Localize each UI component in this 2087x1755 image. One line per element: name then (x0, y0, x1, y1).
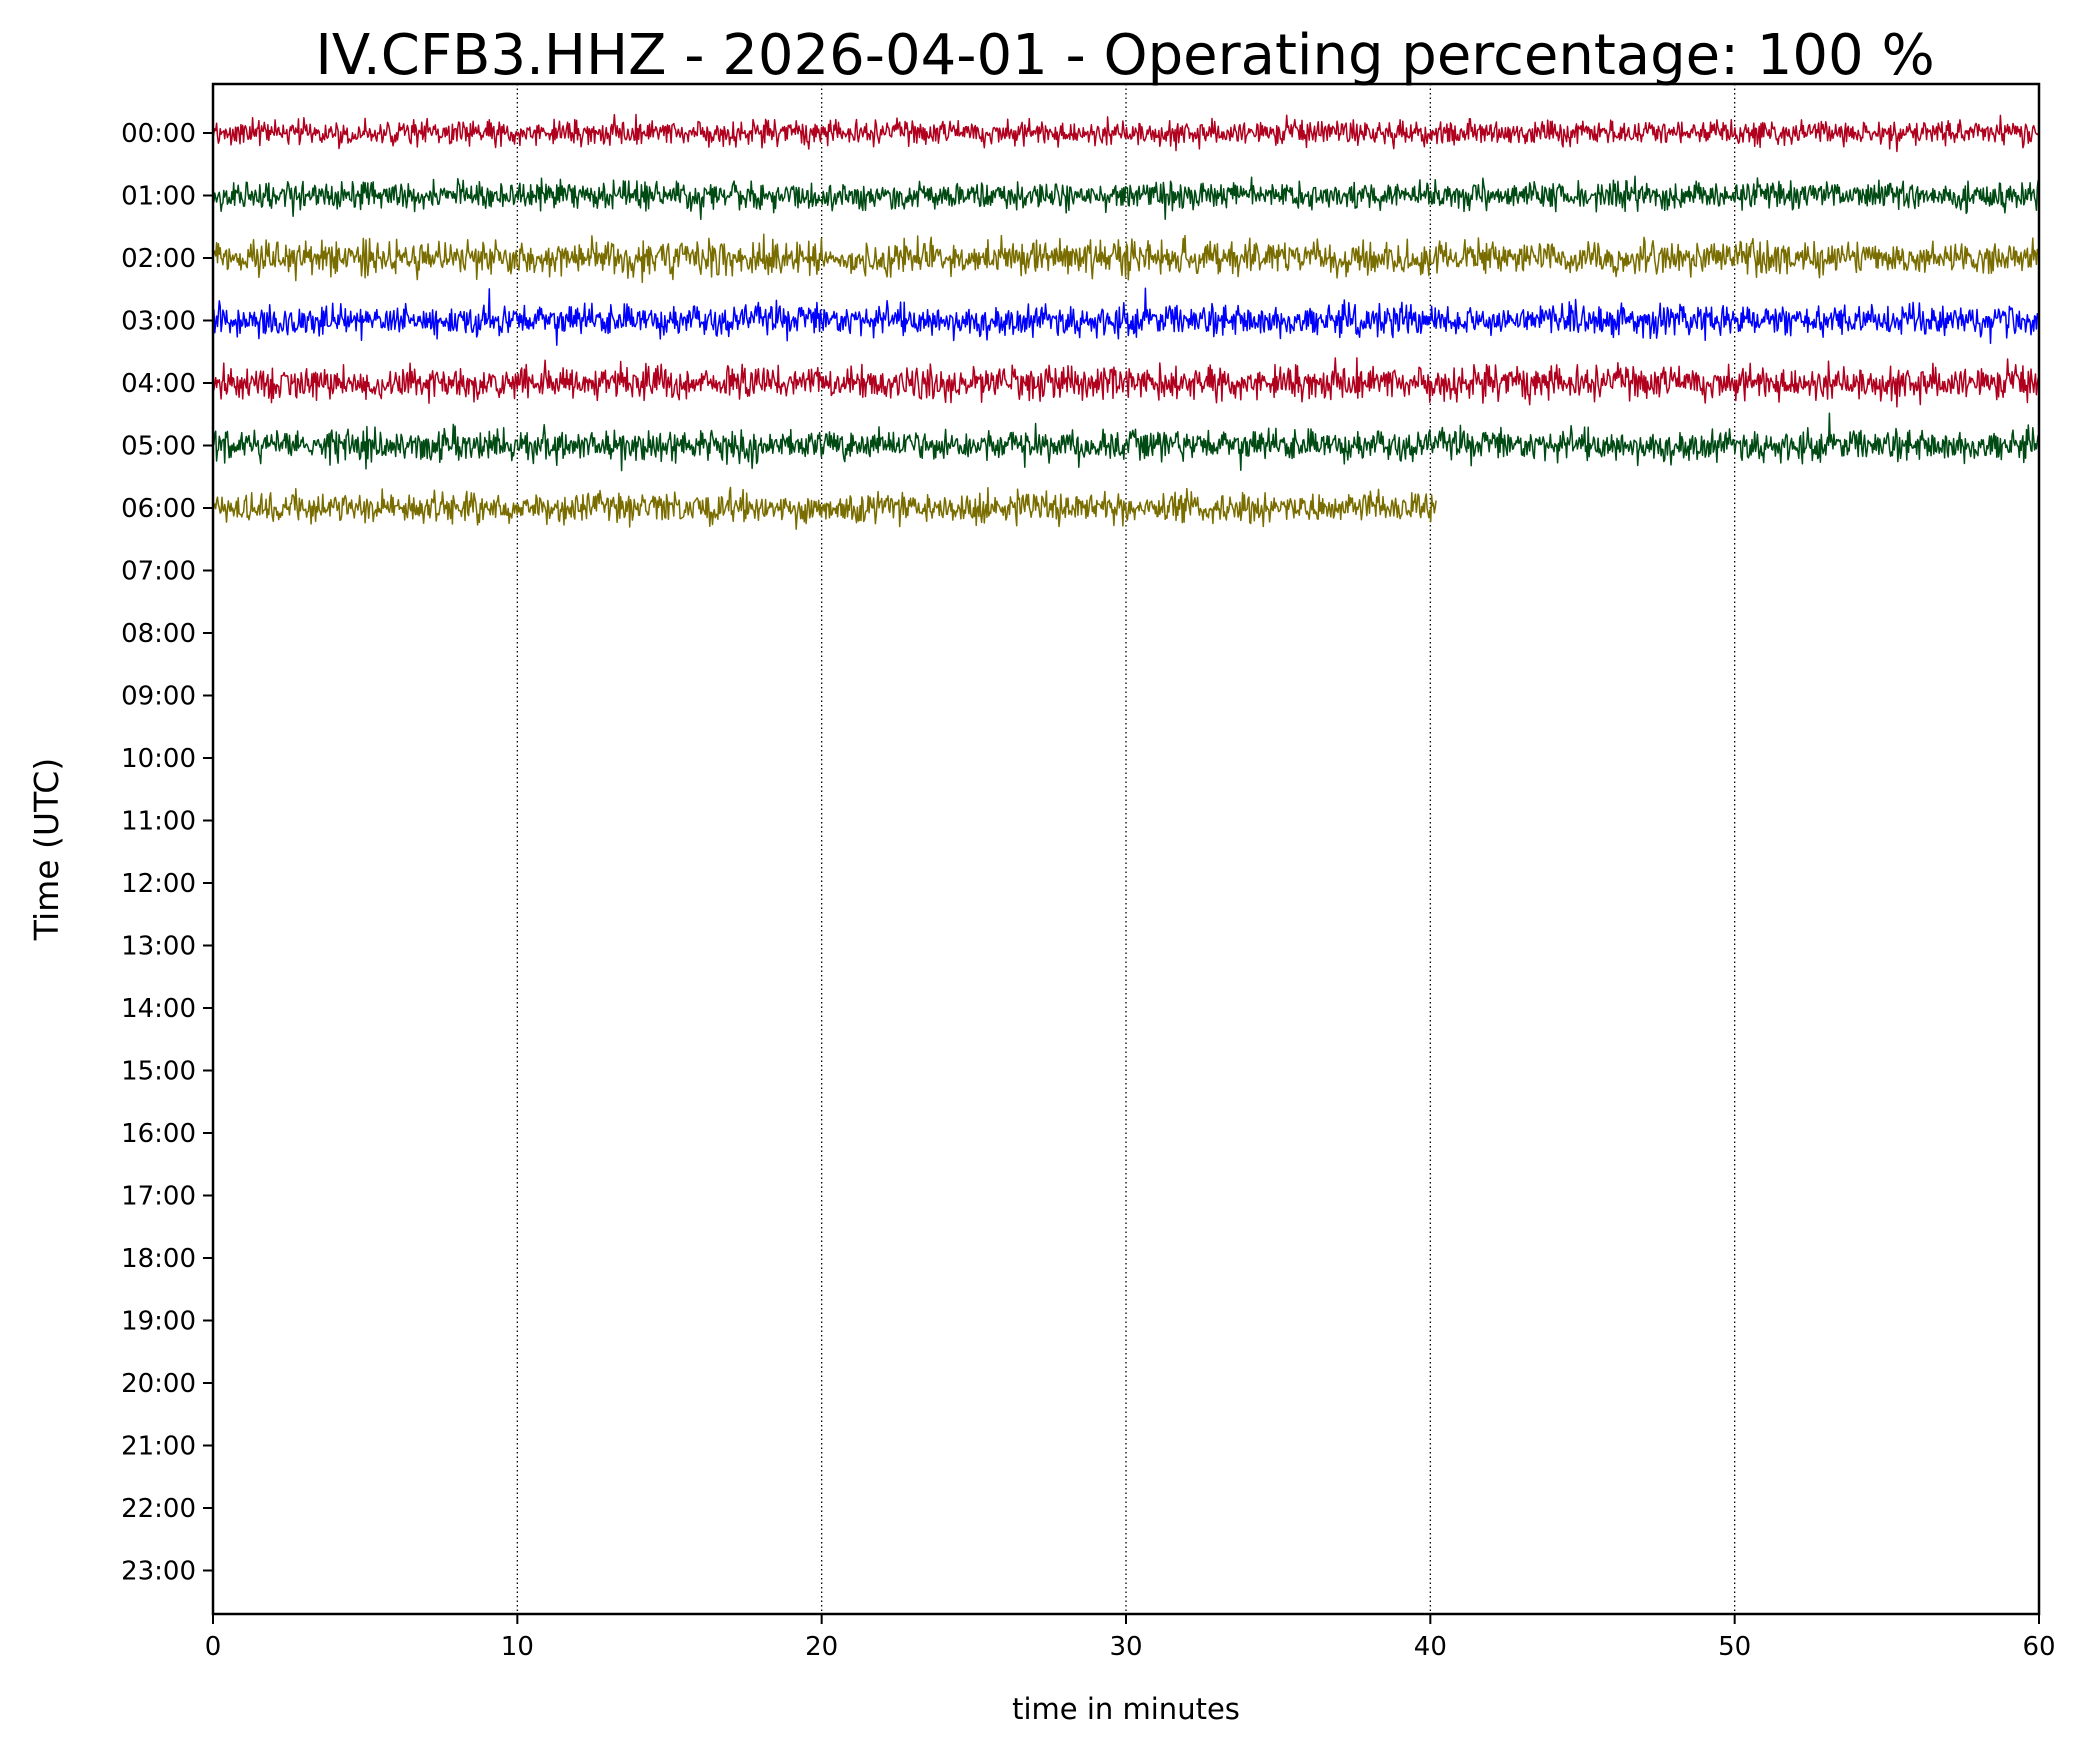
y-tick-label-05:00: 05:00 (121, 432, 196, 462)
y-tick-label-13:00: 13:00 (121, 932, 196, 962)
y-tick-label-00:00: 00:00 (121, 119, 196, 149)
y-tick-label-06:00: 06:00 (121, 494, 196, 524)
y-tick-label-21:00: 21:00 (121, 1432, 196, 1462)
y-axis-label: Time (UTC) (27, 758, 66, 941)
y-tick-label-18:00: 18:00 (121, 1244, 196, 1274)
y-tick-label-10:00: 10:00 (121, 744, 196, 774)
y-tick-label-17:00: 17:00 (121, 1182, 196, 1212)
y-tick-label-15:00: 15:00 (121, 1057, 196, 1087)
y-tick-label-07:00: 07:00 (121, 557, 196, 587)
trace-04:00 (212, 357, 2039, 408)
y-tick-label-09:00: 09:00 (121, 682, 196, 712)
trace-00:00 (212, 113, 2039, 153)
x-tick-label-60: 60 (2022, 1632, 2055, 1662)
y-tick-label-19:00: 19:00 (121, 1307, 196, 1337)
x-axis: 0 10 20 30 40 50 60 (205, 1614, 2056, 1662)
x-tick-label-40: 40 (1414, 1632, 1447, 1662)
x-tick-label-20: 20 (805, 1632, 838, 1662)
trace-05:00 (212, 412, 2039, 472)
chart-title: IV.CFB3.HHZ - 2026-04-01 - Operating per… (315, 23, 1934, 88)
y-tick-label-14:00: 14:00 (121, 994, 196, 1024)
y-tick-label-08:00: 08:00 (121, 619, 196, 649)
y-tick-label-02:00: 02:00 (121, 244, 196, 274)
y-tick-label-20:00: 20:00 (121, 1369, 196, 1399)
x-tick-label-10: 10 (501, 1632, 534, 1662)
x-axis-label: time in minutes (1012, 1692, 1240, 1726)
y-tick-label-23:00: 23:00 (121, 1557, 196, 1587)
trace-01:00 (212, 175, 2039, 221)
y-tick-label-01:00: 01:00 (121, 182, 196, 212)
y-tick-label-16:00: 16:00 (121, 1119, 196, 1149)
y-tick-label-04:00: 04:00 (121, 369, 196, 399)
x-tick-label-50: 50 (1718, 1632, 1751, 1662)
traces (212, 113, 2039, 530)
y-tick-label-11:00: 11:00 (121, 807, 196, 837)
trace-06:00 (212, 486, 1437, 530)
x-tick-label-30: 30 (1109, 1632, 1142, 1662)
grid-lines (516, 84, 1736, 1614)
trace-03:00 (212, 287, 2039, 346)
y-tick-label-22:00: 22:00 (121, 1494, 196, 1524)
trace-02:00 (212, 233, 2039, 284)
y-tick-label-12:00: 12:00 (121, 869, 196, 899)
y-tick-label-03:00: 03:00 (121, 307, 196, 337)
y-axis: 00:00 01:00 02:00 03:00 04:00 05:00 06:00 07:00… (121, 119, 213, 1587)
x-tick-label-0: 0 (205, 1632, 222, 1662)
